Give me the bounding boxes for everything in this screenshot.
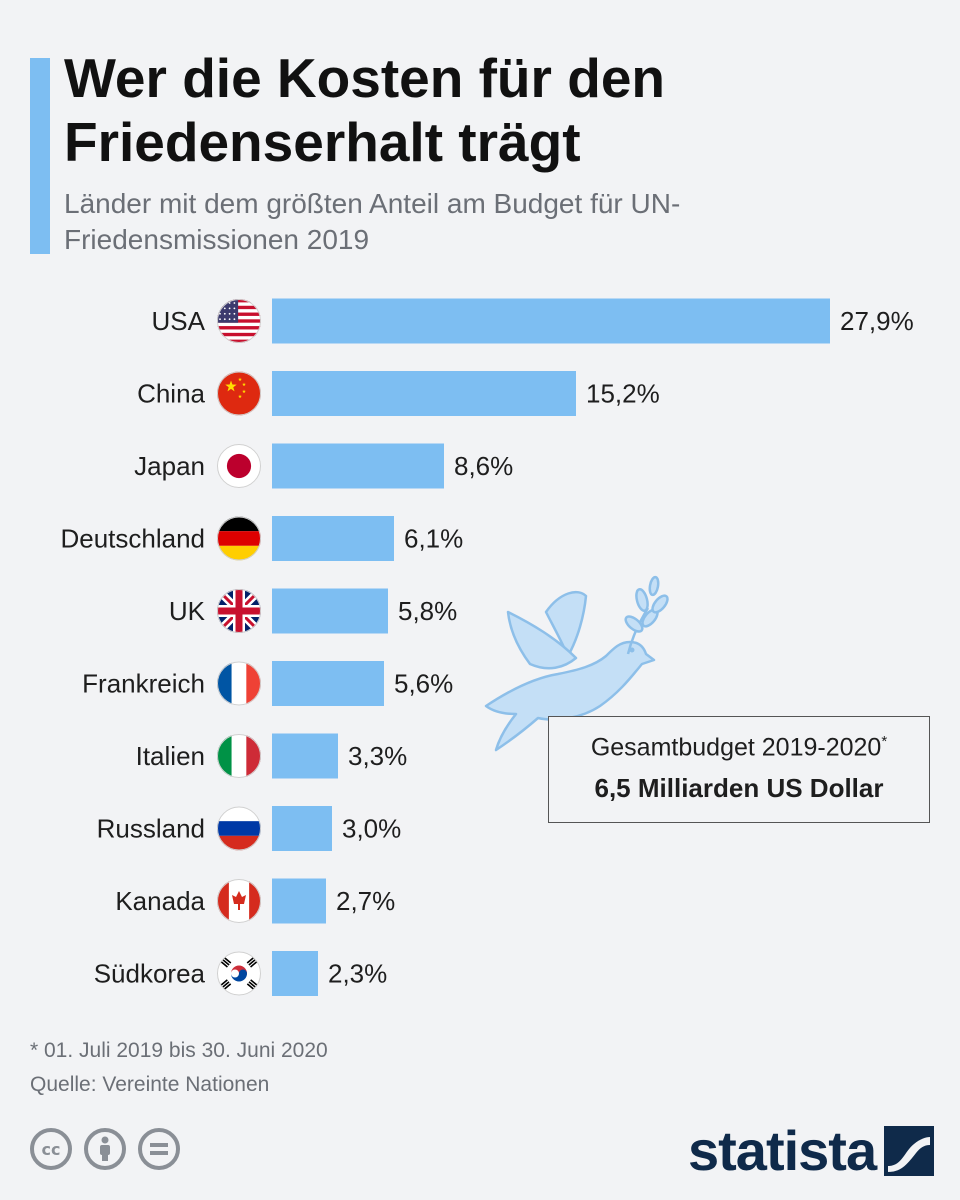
source-note: Quelle: Vereinte Nationen	[30, 1073, 270, 1096]
peace-dove-icon	[484, 575, 669, 752]
country-label: Südkorea	[94, 959, 206, 989]
bar-row: Frankreich 5,6%	[82, 661, 453, 706]
france-flag-icon	[217, 661, 261, 706]
country-label: USA	[152, 306, 206, 336]
value-label: 5,8%	[398, 596, 457, 626]
value-label: 8,6%	[454, 451, 513, 481]
country-label: China	[137, 379, 205, 409]
value-label: 3,0%	[342, 814, 401, 844]
no-derivatives-icon[interactable]	[138, 1128, 180, 1170]
footnote-marker: *	[881, 733, 888, 750]
country-label: Japan	[134, 451, 205, 481]
bar-row: Russland 3,0%	[97, 806, 401, 851]
bar	[272, 371, 576, 416]
bar	[272, 516, 394, 561]
bar	[272, 661, 384, 706]
bar-row: USA 27,9%	[152, 298, 914, 344]
russia-flag-icon	[217, 806, 261, 851]
total-budget-value: 6,5 Milliarden US Dollar	[594, 773, 884, 803]
bar-row: UK 5,8%	[169, 588, 457, 634]
bar	[272, 733, 338, 779]
bar	[272, 298, 830, 344]
value-label: 27,9%	[840, 306, 914, 336]
total-budget-box: Gesamtbudget 2019-2020* 6,5 Milliarden U…	[548, 716, 930, 823]
value-label: 3,3%	[348, 741, 407, 771]
bar	[272, 588, 388, 634]
statista-logo[interactable]: statista	[688, 1118, 935, 1183]
creative-commons-icon[interactable]: cc	[30, 1128, 72, 1170]
uk-flag-icon	[217, 589, 261, 633]
statista-mark-icon	[884, 1125, 935, 1176]
value-label: 2,7%	[336, 886, 395, 916]
bar-row: Italien 3,3%	[136, 733, 407, 779]
attribution-icon[interactable]	[84, 1128, 126, 1170]
value-label: 2,3%	[328, 959, 387, 989]
south-korea-flag-icon	[217, 951, 261, 996]
bar-chart: USA 27,9% China 15,2% Japan 8,6% Deutschland 6,…	[60, 298, 914, 996]
footer-notes: * 01. Juli 2019 bis 30. Juni 2020 Quelle…	[30, 1034, 328, 1102]
country-label: Kanada	[115, 886, 205, 916]
bar	[272, 806, 332, 851]
total-budget-label: Gesamtbudget 2019-2020*	[590, 733, 888, 762]
italy-flag-icon	[217, 734, 261, 778]
country-label: Deutschland	[60, 524, 205, 554]
country-label: Russland	[97, 814, 205, 844]
country-label: UK	[169, 596, 206, 626]
license-icons: cc	[30, 1128, 180, 1170]
chart-subtitle: Länder mit dem größten Anteil am Budget …	[64, 188, 681, 255]
germany-flag-icon	[217, 516, 261, 561]
bar-row: Kanada 2,7%	[115, 878, 395, 924]
value-label: 5,6%	[394, 669, 453, 699]
date-footnote: * 01. Juli 2019 bis 30. Juni 2020	[30, 1039, 328, 1062]
country-label: Frankreich	[82, 669, 205, 699]
country-label: Italien	[136, 741, 205, 771]
bar-row: Südkorea 2,3%	[94, 951, 387, 996]
bar	[272, 878, 326, 924]
canada-flag-icon	[217, 879, 261, 923]
brand-wordmark: statista	[688, 1119, 877, 1182]
us-flag-icon	[217, 299, 261, 343]
japan-flag-icon	[217, 444, 261, 488]
china-flag-icon	[217, 371, 261, 416]
bar-row: China 15,2%	[137, 371, 660, 416]
bar-row: Japan 8,6%	[134, 443, 513, 489]
value-label: 6,1%	[404, 524, 463, 554]
accent-bar	[30, 58, 50, 254]
bar	[272, 951, 318, 996]
value-label: 15,2%	[586, 379, 660, 409]
bar	[272, 443, 444, 489]
chart-title: Wer die Kosten für den Friedenserhalt tr…	[64, 47, 665, 173]
bar-row: Deutschland 6,1%	[60, 516, 463, 561]
